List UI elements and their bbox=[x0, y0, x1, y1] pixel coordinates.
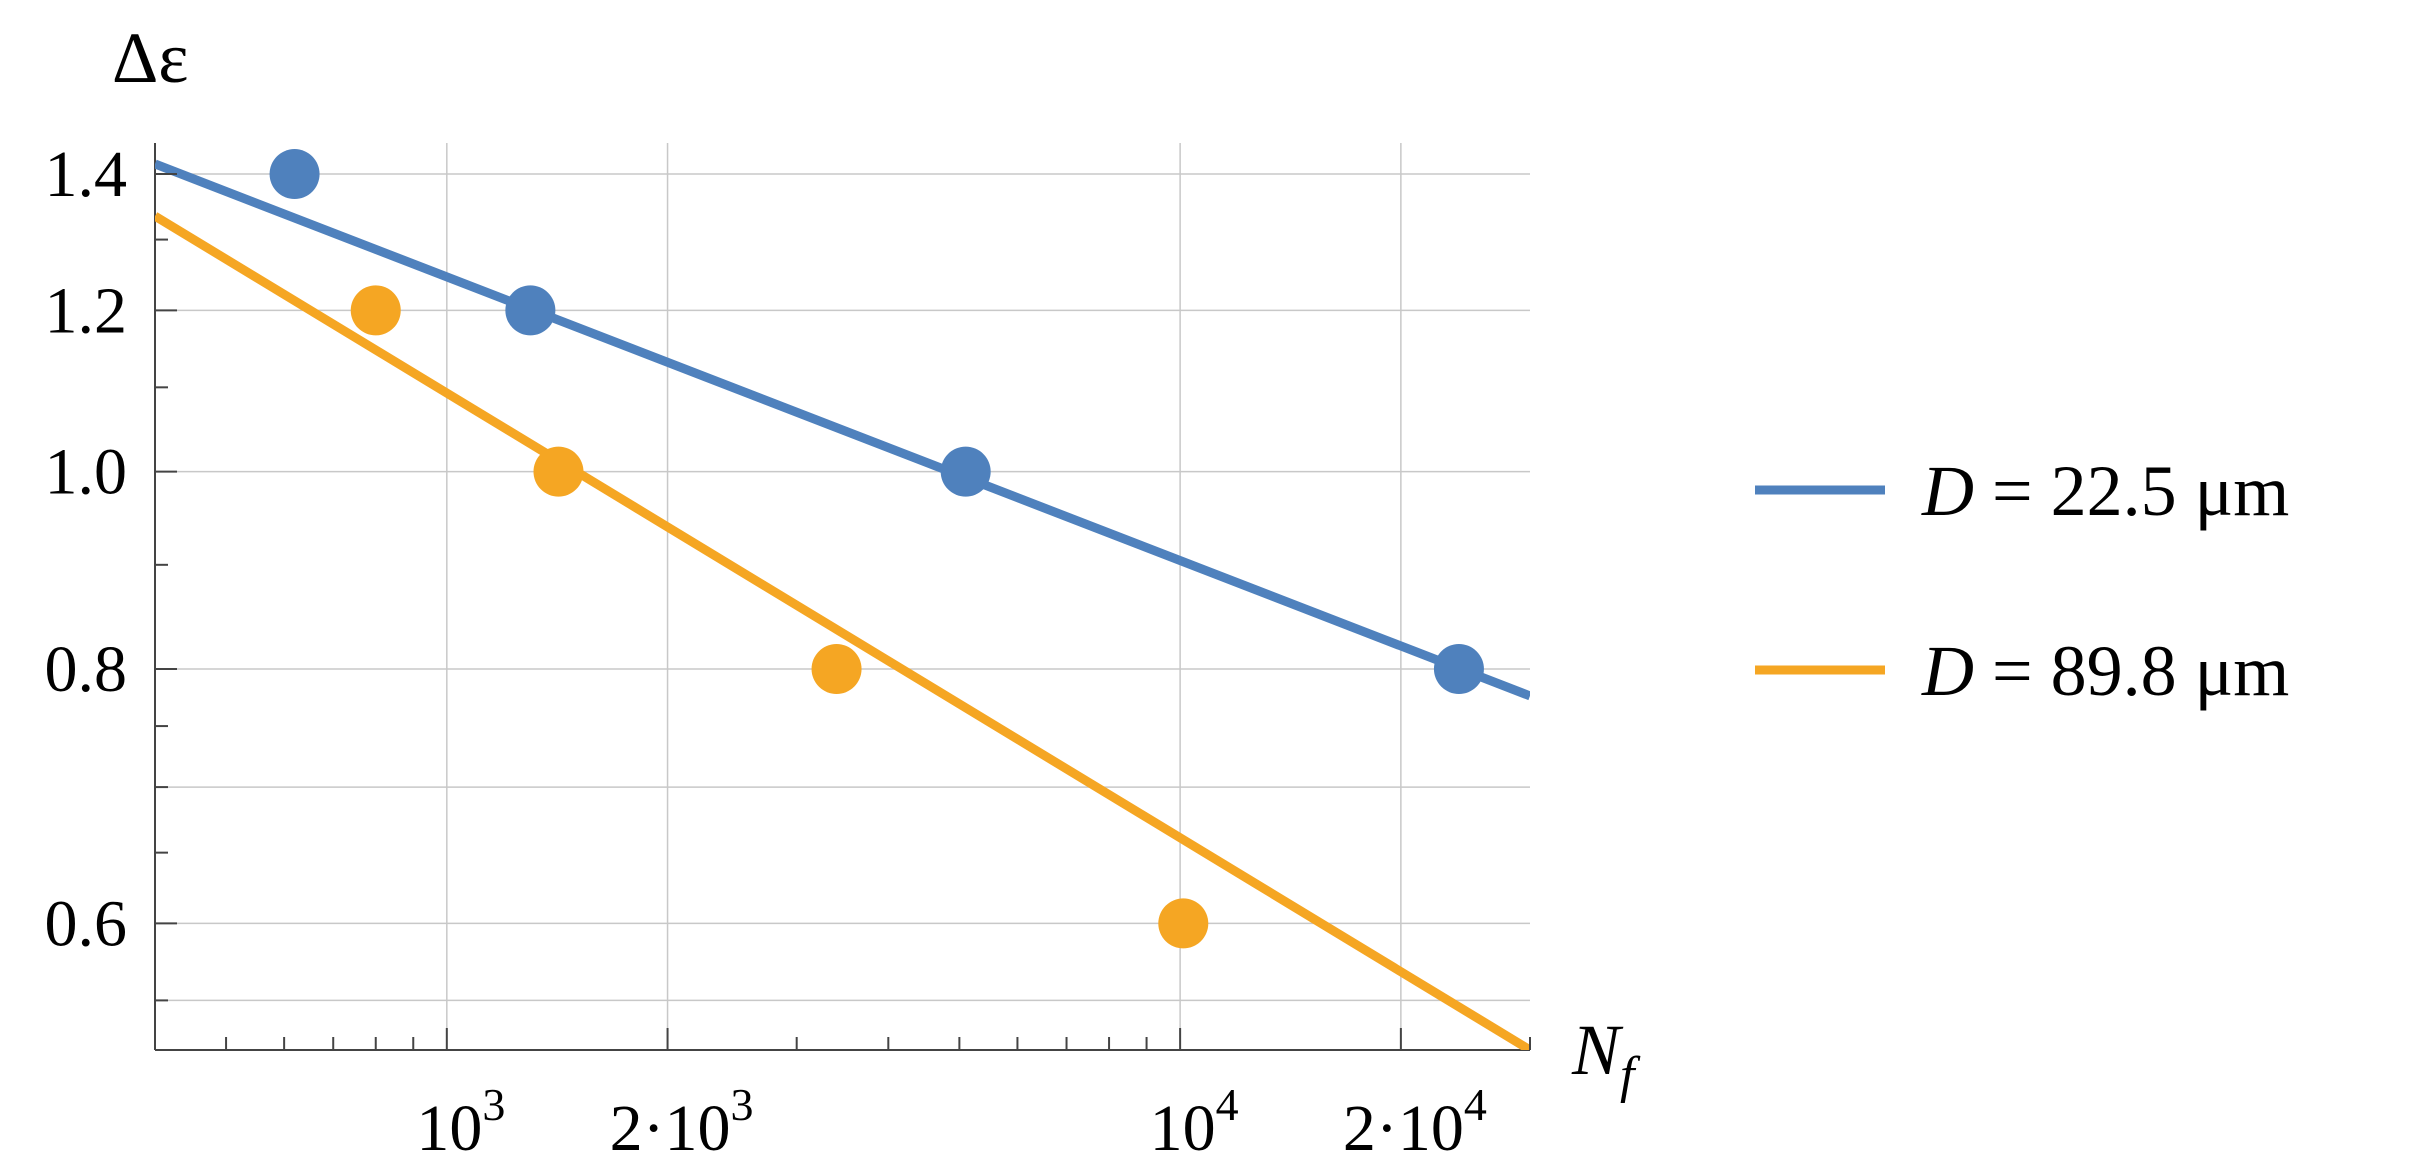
x-tick-label-exponent: 3 bbox=[482, 1079, 505, 1130]
y-axis-label: Δε bbox=[112, 18, 189, 98]
data-points bbox=[269, 149, 1484, 949]
y-tick-label: 1.0 bbox=[45, 436, 128, 509]
legend-label-series-2: D = 89.8 μm bbox=[1921, 631, 2289, 711]
y-tick-label: 0.8 bbox=[45, 633, 128, 706]
data-point-series-2 bbox=[350, 285, 401, 336]
grid bbox=[155, 143, 1530, 1050]
legend: D = 22.5 μmD = 89.8 μm bbox=[1755, 451, 2289, 711]
data-point-series-1 bbox=[940, 446, 991, 497]
plot-frame bbox=[154, 143, 1530, 1051]
data-point-series-2 bbox=[533, 446, 584, 497]
legend-label-value: = 89.8 μm bbox=[1974, 631, 2289, 711]
x-tick-label: 2·103 bbox=[610, 1079, 754, 1165]
data-point-series-1 bbox=[1433, 643, 1484, 694]
legend-label-series-1: D = 22.5 μm bbox=[1921, 451, 2289, 531]
x-axis-label: Nf bbox=[1571, 1010, 1641, 1104]
legend-label-value: = 22.5 μm bbox=[1974, 451, 2289, 531]
x-tick-label-base: 2·10 bbox=[610, 1092, 731, 1165]
x-tick-label-exponent: 4 bbox=[1216, 1079, 1239, 1130]
data-point-series-2 bbox=[811, 643, 862, 694]
x-tick-label-base: 10 bbox=[1150, 1092, 1216, 1165]
x-tick-label-exponent: 4 bbox=[1464, 1079, 1487, 1130]
y-tick-label: 0.6 bbox=[45, 887, 128, 960]
data-point-series-2 bbox=[1158, 898, 1209, 949]
data-point-series-1 bbox=[505, 285, 556, 336]
fit-lines bbox=[155, 159, 1530, 1050]
fit-line-series-2 bbox=[155, 212, 1530, 1050]
x-tick-label-base: 10 bbox=[416, 1092, 482, 1165]
x-tick-label: 103 bbox=[416, 1079, 505, 1165]
x-tick-label-exponent: 3 bbox=[731, 1079, 754, 1130]
x-tick-label: 104 bbox=[1150, 1079, 1239, 1165]
x-axis-label-main: N bbox=[1571, 1010, 1624, 1090]
data-point-series-1 bbox=[269, 149, 320, 200]
y-tick-label: 1.4 bbox=[45, 138, 128, 211]
y-tick-label: 1.2 bbox=[45, 274, 128, 347]
x-tick-label-base: 2·10 bbox=[1343, 1092, 1464, 1165]
ticks bbox=[154, 173, 1531, 1050]
legend-label-variable: D bbox=[1921, 451, 1974, 531]
legend-label-variable: D bbox=[1921, 631, 1974, 711]
fit-line-series-1 bbox=[155, 159, 1530, 701]
x-axis-label-subscript: f bbox=[1620, 1047, 1641, 1104]
x-tick-label: 2·104 bbox=[1343, 1079, 1487, 1165]
